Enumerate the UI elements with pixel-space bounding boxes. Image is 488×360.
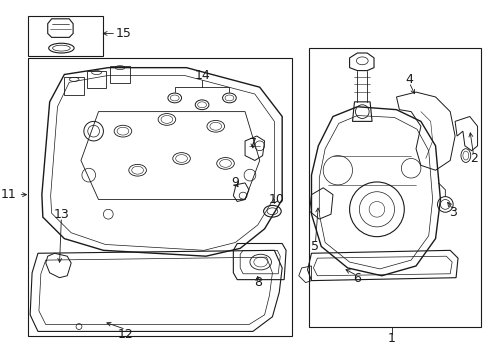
Text: 12: 12: [118, 328, 134, 341]
Text: 7: 7: [248, 138, 256, 150]
Text: 3: 3: [448, 206, 456, 219]
Text: 14: 14: [194, 69, 209, 82]
Text: 5: 5: [311, 240, 319, 253]
Bar: [28, 58, 291, 336]
Text: 13: 13: [53, 208, 69, 221]
Bar: [110, 66, 129, 83]
Text: 11: 11: [0, 188, 17, 201]
Text: 2: 2: [469, 152, 477, 165]
Bar: [87, 71, 106, 88]
Bar: [28, 16, 103, 56]
Text: 4: 4: [405, 73, 412, 86]
Text: 15: 15: [116, 27, 132, 40]
Text: 6: 6: [353, 272, 361, 285]
Text: 10: 10: [268, 193, 284, 206]
Bar: [308, 48, 481, 327]
Text: 1: 1: [387, 332, 395, 345]
Text: 9: 9: [231, 176, 239, 189]
Bar: [64, 77, 84, 95]
Text: 8: 8: [253, 276, 261, 289]
